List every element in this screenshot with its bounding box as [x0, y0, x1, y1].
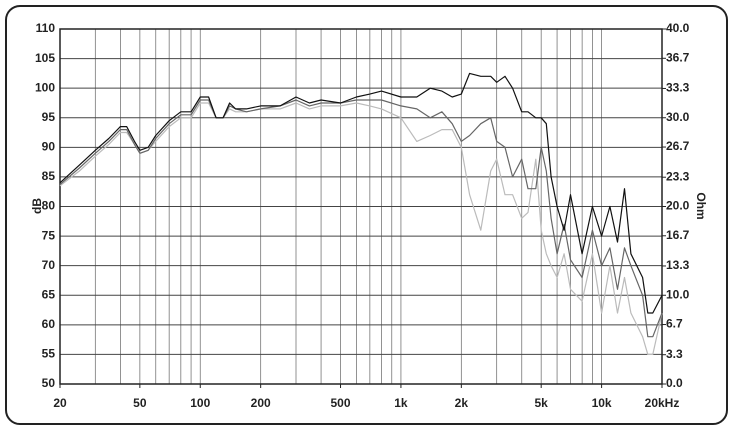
- x-tick-label: 20: [53, 396, 67, 410]
- y2-tick-label: 20.0: [666, 199, 690, 213]
- y2-tick-label: 6.7: [666, 317, 683, 331]
- y2-tick-label: 0.0: [666, 376, 683, 390]
- y-tick-label: 60: [42, 317, 56, 331]
- y-tick-label: 110: [36, 21, 56, 35]
- y2-tick-label: 16.7: [666, 228, 690, 242]
- plot-border: [59, 28, 663, 385]
- x-tick-label: 100: [190, 396, 210, 410]
- x-tick-label: 50: [133, 396, 147, 410]
- y2-tick-label: 36.7: [666, 50, 690, 64]
- y-tick-label: 75: [42, 228, 56, 242]
- y-axis-label: dB: [30, 198, 44, 214]
- y-tick-label: 55: [42, 347, 56, 361]
- y2-tick-label: 33.3: [666, 81, 690, 95]
- frame: [5, 5, 728, 425]
- x-tick-label: 5k: [535, 396, 549, 410]
- y-tick-label: 90: [42, 140, 56, 154]
- y-tick-label: 50: [42, 376, 56, 390]
- y-tick-label: 70: [42, 258, 56, 272]
- x-tick-label: 20kHz: [645, 396, 680, 410]
- x-tick-label: 500: [331, 396, 351, 410]
- y2-tick-label: 3.3: [666, 347, 683, 361]
- y2-axis-label: Ohm: [694, 192, 708, 219]
- y-tick-label: 85: [42, 169, 56, 183]
- y-tick-label: 80: [42, 199, 56, 213]
- y2-tick-label: 40.0: [666, 21, 690, 35]
- response-line: [59, 102, 663, 355]
- y2-tick-label: 26.7: [666, 139, 690, 153]
- response-line: [59, 72, 663, 314]
- x-tick-label: 10k: [592, 396, 612, 410]
- x-tick-label: 2k: [455, 396, 469, 410]
- y2-tick-label: 13.3: [666, 258, 690, 272]
- y2-tick-label: 30.0: [666, 110, 690, 124]
- response-line: [59, 99, 663, 338]
- y2-tick-label: 23.3: [666, 169, 690, 183]
- x-tick-label: 1k: [394, 396, 408, 410]
- x-tick-label: 200: [251, 396, 271, 410]
- y-tick-label: 105: [35, 51, 55, 65]
- y-tick-label: 65: [42, 287, 56, 301]
- y2-tick-label: 10.0: [666, 287, 690, 301]
- y-tick-label: 95: [42, 110, 56, 124]
- y-tick-label: 100: [35, 80, 55, 94]
